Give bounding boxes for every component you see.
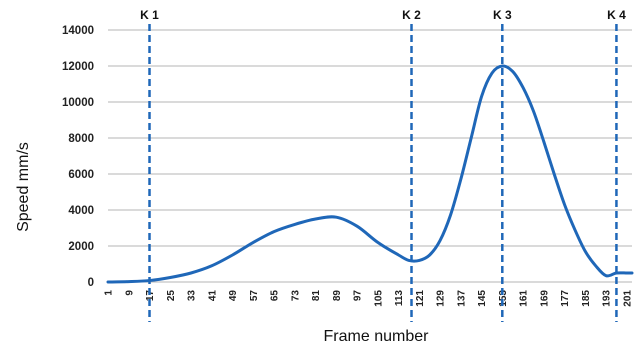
x-tick-label: 169: [539, 290, 550, 307]
k-marker-label: K 2: [402, 8, 421, 22]
x-tick-labels: 1 9 17 25 33 41 49 57 65 73 81 89 97 105 113 121 129 137 1…: [104, 290, 634, 307]
gridlines: [108, 29, 632, 247]
x-tick-label: 81: [311, 290, 322, 302]
x-tick-label: 185: [581, 290, 592, 307]
y-axis-title: Speed mm/s: [15, 142, 32, 232]
y-tick-label: 0: [88, 277, 94, 289]
x-tick-label: 161: [519, 290, 530, 307]
x-tick-label: 89: [332, 290, 343, 302]
y-tick-label: 8000: [68, 133, 94, 145]
y-tick-label: 6000: [68, 169, 94, 181]
x-tick-label: 1: [104, 290, 115, 296]
y-tick-label: 4000: [68, 205, 94, 217]
y-tick-labels: 0 2000 4000 6000 8000 10000 12000 14000: [62, 25, 94, 289]
x-tick-label: 121: [415, 290, 426, 307]
x-tick-label: 9: [124, 290, 135, 296]
x-tick-label: 33: [187, 290, 198, 302]
x-axis-title: Frame number: [324, 328, 430, 345]
y-tick-label: 2000: [68, 241, 94, 253]
y-tick-label: 10000: [62, 97, 94, 109]
x-tick-label: 105: [373, 290, 384, 307]
x-tick-label: 41: [207, 290, 218, 302]
x-tick-label: 177: [560, 290, 571, 307]
x-tick-label: 17: [145, 290, 156, 302]
k-marker-label: K 4: [607, 8, 626, 22]
y-tick-label: 14000: [62, 25, 94, 37]
x-tick-label: 129: [436, 290, 447, 307]
x-tick-label: 25: [166, 290, 177, 302]
k-markers: K 1 K 2 K 3 K 4: [140, 8, 626, 322]
x-tick-label: 153: [498, 290, 509, 307]
x-tick-label: 113: [394, 290, 405, 307]
y-tick-label: 12000: [62, 61, 94, 73]
x-tick-label: 57: [249, 290, 260, 302]
x-tick-label: 137: [456, 290, 467, 307]
x-tick-label: 193: [602, 290, 613, 307]
x-tick-label: 73: [290, 290, 301, 302]
x-tick-label: 97: [353, 290, 364, 302]
k-marker-label: K 3: [493, 8, 512, 22]
x-tick-label: 65: [270, 290, 281, 302]
x-tick-label: 201: [622, 290, 633, 307]
series-line: [106, 64, 634, 284]
x-tick-label: 49: [228, 290, 239, 302]
x-tick-label: 145: [477, 290, 488, 307]
k-marker-label: K 1: [140, 8, 159, 22]
